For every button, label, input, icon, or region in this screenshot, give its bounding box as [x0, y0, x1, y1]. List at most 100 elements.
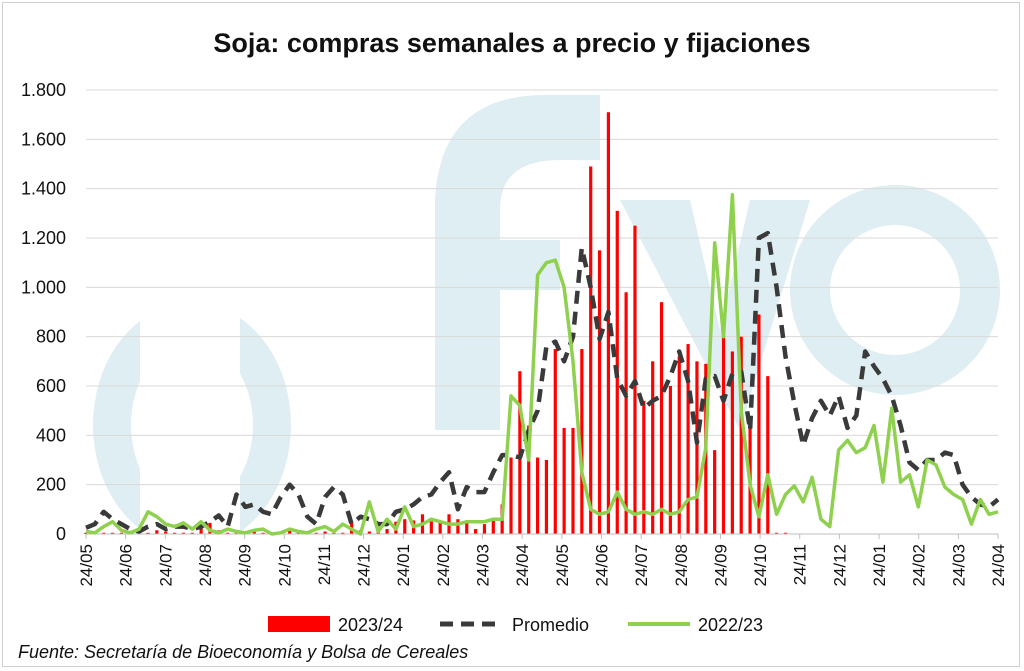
bar	[385, 529, 389, 534]
x-tick-label: 24/11	[791, 544, 810, 585]
bar	[580, 349, 584, 534]
bar	[465, 520, 469, 534]
bar	[403, 519, 407, 534]
x-tick-label: 24/02	[910, 544, 929, 587]
x-tick-label: 24/06	[117, 544, 136, 587]
x-tick-label: 24/08	[196, 544, 215, 587]
bar	[119, 532, 124, 534]
x-axis: 24/05 24/06 24/07 24/08 24/09 24/10 24/11 24/12…	[77, 533, 1008, 587]
gridlines	[86, 89, 998, 486]
bar	[482, 524, 487, 534]
x-tick-label: 24/09	[711, 544, 730, 587]
bar	[323, 531, 327, 534]
bar	[589, 166, 593, 534]
x-tick-label: 24/09	[236, 544, 255, 587]
bar	[226, 532, 230, 534]
legend-swatch-2023-24	[268, 616, 330, 632]
bar	[535, 457, 540, 534]
bar	[730, 351, 734, 534]
bar	[686, 344, 690, 534]
fyo-watermark	[93, 95, 1000, 550]
legend: 2023/24 Promedio 2022/23	[268, 615, 763, 635]
x-tick-label: 24/03	[474, 544, 493, 587]
bar	[296, 532, 301, 534]
bar	[429, 519, 433, 534]
y-tick-label: 600	[36, 376, 66, 396]
y-tick-label: 0	[56, 524, 66, 544]
source-note: Fuente: Secretaría de Bioeconomía y Bols…	[18, 642, 469, 662]
watermark-mask-shape	[140, 300, 240, 550]
bar	[509, 457, 513, 534]
watermark-y-shape	[620, 200, 810, 430]
bar	[199, 527, 203, 534]
y-tick-label: 400	[36, 425, 66, 445]
bar	[597, 250, 602, 535]
bar	[659, 302, 664, 534]
x-tick-label: 24/05	[77, 544, 96, 587]
bar	[721, 323, 726, 534]
bar	[695, 361, 699, 534]
bar	[668, 386, 672, 534]
series-lines	[85, 193, 1000, 536]
x-tick-label: 24/05	[553, 544, 572, 587]
bar	[783, 532, 788, 534]
bar	[190, 532, 194, 534]
bar	[544, 460, 549, 534]
y-tick-label: 1.800	[21, 80, 66, 100]
x-tick-label: 24/08	[672, 544, 691, 587]
x-tick-label: 24/06	[592, 544, 611, 587]
x-tick-label: 24/07	[632, 544, 651, 587]
x-tick-label: 24/01	[394, 544, 413, 587]
bar	[624, 292, 628, 534]
bar	[84, 532, 88, 534]
promedio-line	[85, 230, 1000, 534]
x-tick-label: 24/10	[275, 544, 294, 587]
bar	[527, 425, 531, 534]
x-tick-label: 24/01	[870, 544, 889, 587]
x-tick-label: 24/11	[315, 544, 334, 585]
bar	[677, 356, 681, 534]
bar	[288, 529, 292, 534]
bar	[757, 314, 761, 534]
legend-label-2023-24: 2023/24	[338, 615, 403, 635]
legend-label-promedio: Promedio	[512, 615, 589, 635]
x-tick-label: 24/03	[949, 544, 968, 587]
x-tick-label: 24/12	[830, 544, 849, 587]
bar	[713, 450, 717, 534]
bar	[456, 519, 460, 534]
bar	[234, 532, 239, 534]
bar	[438, 522, 442, 534]
x-tick-label: 24/10	[751, 544, 770, 587]
y-tick-label: 200	[36, 475, 66, 495]
bar	[571, 427, 575, 534]
bar	[341, 532, 345, 534]
bar	[739, 336, 743, 534]
bar	[473, 529, 478, 534]
bar	[164, 531, 168, 534]
bar	[367, 531, 371, 534]
watermark-f-shape	[435, 95, 600, 430]
legend-label-2022-23: 2022/23	[698, 615, 763, 635]
bar	[606, 112, 611, 534]
bar	[651, 361, 655, 534]
bar	[261, 532, 265, 534]
y-tick-label: 1.200	[21, 228, 66, 248]
y-tick-label: 800	[36, 327, 66, 347]
bar	[314, 532, 318, 534]
x-tick-label: 24/04	[989, 544, 1008, 587]
bar	[491, 519, 495, 534]
watermark-o-shape	[790, 185, 1000, 395]
chart-title: Soja: compras semanales a precio y fijac…	[213, 28, 810, 58]
y-tick-label: 1.600	[21, 129, 66, 149]
bar	[110, 532, 115, 534]
bar	[562, 427, 566, 534]
bar	[642, 400, 646, 534]
bar	[766, 376, 770, 534]
bar	[155, 530, 159, 534]
x-tick-label: 24/12	[355, 544, 374, 587]
x-tick-label: 24/04	[513, 544, 532, 587]
x-tick-label: 24/02	[434, 544, 453, 587]
bar	[172, 532, 177, 534]
